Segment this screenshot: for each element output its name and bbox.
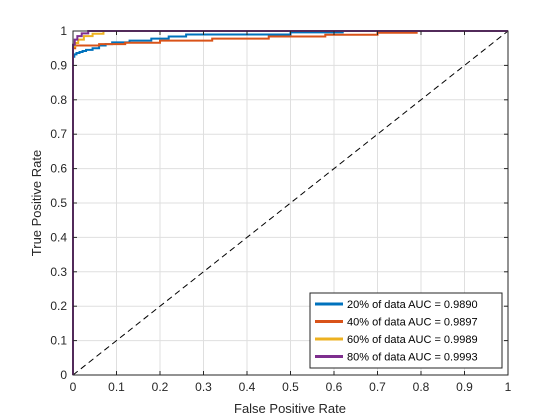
x-tick-label: 0 <box>70 380 77 394</box>
legend-label-3: 60% of data AUC = 0.9989 <box>347 334 478 346</box>
y-tick-label: 1 <box>60 24 67 38</box>
legend-label-1: 20% of data AUC = 0.9890 <box>347 299 478 311</box>
x-tick-label: 0.8 <box>413 380 430 394</box>
y-tick-label: 0.5 <box>50 196 67 210</box>
y-tick-label: 0.4 <box>50 230 67 244</box>
y-tick-label: 0.6 <box>50 162 67 176</box>
legend: 20% of data AUC = 0.9890 40% of data AUC … <box>309 292 503 369</box>
x-tick-label: 0.2 <box>152 380 169 394</box>
roc-curve-4 <box>72 30 508 375</box>
y-tick-label: 0.9 <box>50 58 67 72</box>
x-tick-label: 0.5 <box>282 380 299 394</box>
axis-ticks: 0 0.1 0.2 0.3 0.4 0.5 0.6 0.7 0.8 0.9 1 0 0.1 0.2 0.3 0… <box>50 24 511 394</box>
y-tick-label: 0.2 <box>50 299 67 313</box>
y-tick-label: 0.8 <box>50 93 67 107</box>
legend-label-2: 40% of data AUC = 0.9897 <box>347 317 478 329</box>
y-tick-label: 0 <box>60 368 67 382</box>
x-tick-label: 0.7 <box>369 380 386 394</box>
y-tick-label: 0.3 <box>50 265 67 279</box>
x-axis-title: False Positive Rate <box>234 401 346 416</box>
x-tick-label: 0.3 <box>195 380 212 394</box>
x-tick-label: 0.1 <box>108 380 125 394</box>
roc-curve-3 <box>72 30 508 375</box>
y-axis-title: True Positive Rate <box>29 150 44 256</box>
x-tick-label: 1 <box>505 380 512 394</box>
y-tick-label: 0.7 <box>50 127 67 141</box>
x-tick-label: 0.6 <box>326 380 343 394</box>
legend-label-4: 80% of data AUC = 0.9993 <box>347 352 478 364</box>
diagonal-reference-line <box>72 30 509 376</box>
y-tick-label: 0.1 <box>50 334 67 348</box>
x-tick-label: 0.9 <box>456 380 473 394</box>
roc-curve-1 <box>72 30 508 375</box>
x-tick-label: 0.4 <box>239 380 256 394</box>
